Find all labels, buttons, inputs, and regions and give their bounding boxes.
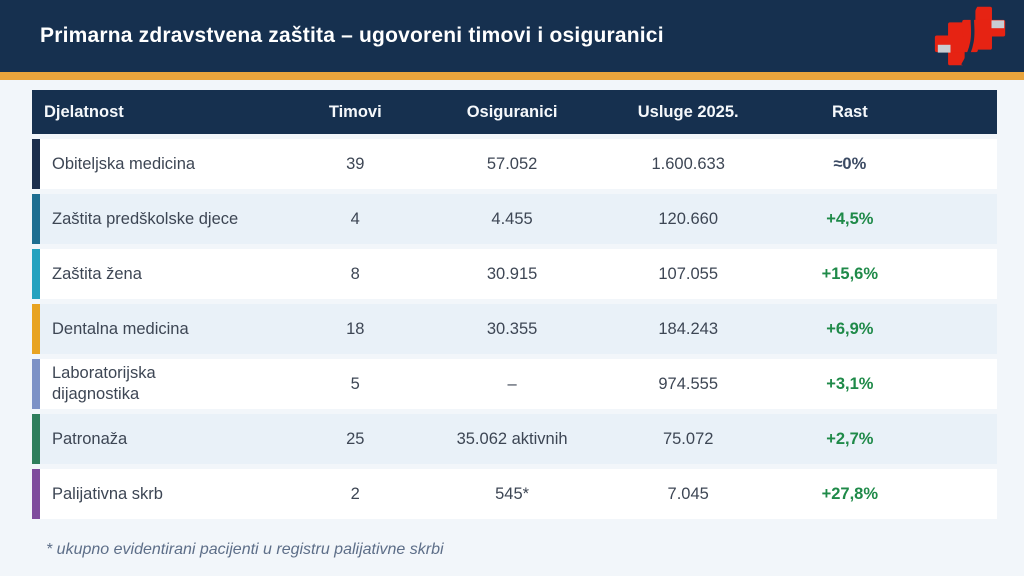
cell-osiguranici: 4.455 <box>491 209 533 228</box>
table-row: Patronaža 25 35.062 aktivnih 75.072 +2,7… <box>32 414 997 464</box>
cell-timovi: 18 <box>346 319 365 338</box>
swoosh-curve <box>961 5 978 67</box>
cell-rast: +27,8% <box>821 484 879 503</box>
cell-timovi: 5 <box>350 374 360 393</box>
row-accent-bar <box>32 249 40 299</box>
table-row: Dentalna medicina 18 30.355 184.243 +6,9… <box>32 304 997 354</box>
red-medical-cross-logo <box>934 5 1006 67</box>
table-row: Laboratorijska dijagnostika 5 – 974.555 … <box>32 359 997 409</box>
cell-usluge: 184.243 <box>658 319 719 338</box>
cell-djelatnost: Zaštita predškolske djece <box>52 209 239 228</box>
row-accent-bar <box>32 414 40 464</box>
cell-rast: +15,6% <box>821 264 879 283</box>
cell-rast: +2,7% <box>826 429 874 448</box>
cell-osiguranici: 30.915 <box>486 264 538 283</box>
table-header-row: Djelatnost Timovi Osiguranici Usluge 2025. R… <box>32 90 997 134</box>
cell-rast: +6,9% <box>826 319 874 338</box>
cell-timovi: 25 <box>346 429 365 448</box>
cell-usluge: 107.055 <box>658 264 719 283</box>
cell-timovi: 39 <box>346 154 365 173</box>
title-bar: Primarna zdravstvena zaštita – ugovoreni… <box>0 0 1024 72</box>
cell-timovi: 2 <box>350 484 360 503</box>
data-table: Djelatnost Timovi Osiguranici Usluge 2025. R… <box>32 90 997 519</box>
cell-timovi: 4 <box>350 209 360 228</box>
row-accent-bar <box>32 359 40 409</box>
table-body: Obiteljska medicina 39 57.052 1.600.633 … <box>32 139 997 519</box>
table-row: Zaštita predškolske djece 4 4.455 120.66… <box>32 194 997 244</box>
column-header-rast: Rast <box>831 102 868 121</box>
cell-osiguranici: 545* <box>495 484 530 503</box>
table-row: Obiteljska medicina 39 57.052 1.600.633 … <box>32 139 997 189</box>
cell-osiguranici: 57.052 <box>486 154 538 173</box>
table-row: Palijativna skrb 2 545* 7.045 +27,8% <box>32 469 997 519</box>
column-header-timovi: Timovi <box>328 102 382 121</box>
column-header-djelatnost: Djelatnost <box>44 102 124 121</box>
cell-osiguranici: – <box>507 374 517 393</box>
cell-usluge: 75.072 <box>662 429 714 448</box>
row-accent-bar <box>32 194 40 244</box>
cell-usluge: 120.660 <box>658 209 719 228</box>
page-title: Primarna zdravstvena zaštita – ugovoreni… <box>40 24 664 47</box>
cell-rast: +3,1% <box>826 374 874 393</box>
cell-timovi: 8 <box>350 264 360 283</box>
cell-usluge: 974.555 <box>658 374 719 393</box>
row-accent-bar <box>32 469 40 519</box>
cell-djelatnost: Palijativna skrb <box>52 484 163 503</box>
cell-osiguranici: 30.355 <box>486 319 538 338</box>
cell-djelatnost: Dentalna medicina <box>52 319 189 338</box>
cell-usluge: 1.600.633 <box>651 154 725 173</box>
row-accent-bar <box>32 304 40 354</box>
cell-osiguranici: 35.062 aktivnih <box>456 429 568 448</box>
cell-usluge: 7.045 <box>667 484 709 503</box>
column-header-usluge: Usluge 2025. <box>637 102 739 121</box>
cell-djelatnost: Patronaža <box>52 429 128 448</box>
cell-rast: ≈0% <box>833 154 867 173</box>
lower-cross <box>934 22 978 66</box>
cell-djelatnost: Obiteljska medicina <box>52 154 196 173</box>
table-row: Zaštita žena 8 30.915 107.055 +15,6% <box>32 249 997 299</box>
cell-djelatnost: Zaštita žena <box>52 264 142 283</box>
footnote: * ukupno evidentirani pacijenti u regist… <box>46 541 444 558</box>
gold-divider <box>0 72 1024 80</box>
cell-rast: +4,5% <box>826 209 874 228</box>
column-header-osiguranici: Osiguranici <box>466 102 558 121</box>
row-accent-bar <box>32 139 40 189</box>
cell-djelatnost: Laboratorijska dijagnostika <box>52 364 156 403</box>
